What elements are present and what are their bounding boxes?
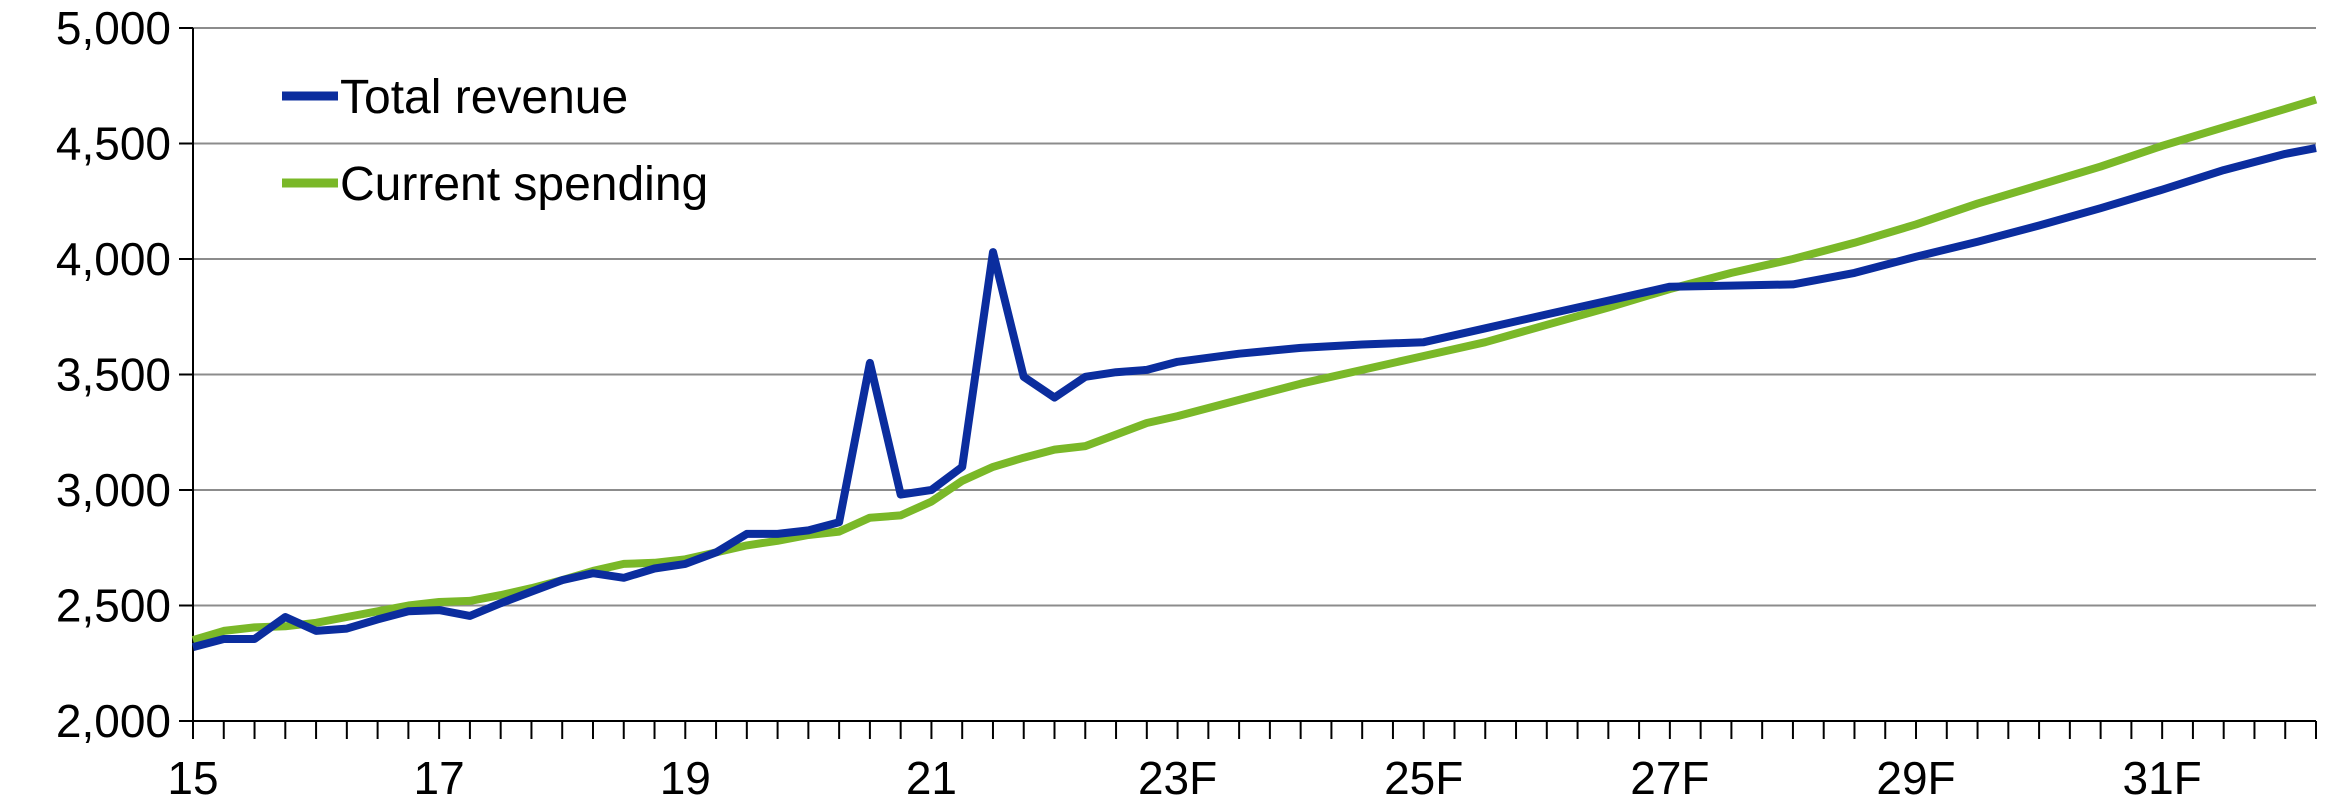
- x-tick-label: 25F: [1384, 752, 1463, 803]
- x-tick-label: 19: [660, 752, 711, 803]
- y-tick-label: 3,500: [56, 349, 171, 401]
- gridlines: [193, 27, 2316, 607]
- series-line-current-spending: [191, 95, 2318, 644]
- legend: Total revenue Current spending: [282, 71, 708, 211]
- y-tick-label: 2,000: [56, 695, 171, 747]
- series-line-total-revenue: [191, 144, 2317, 651]
- axes: 2,000 2,500 3,000 3,500 4,000 4,500 5,000 15 17 1…: [56, 2, 2317, 803]
- y-tick-label: 5,000: [56, 2, 171, 54]
- x-tick-label: 29F: [1876, 752, 1955, 803]
- x-tick-label: 21: [906, 752, 957, 803]
- y-tick-label: 3,000: [56, 464, 171, 516]
- y-tick-label: 2,500: [56, 580, 171, 632]
- legend-label-current-spending: Current spending: [340, 158, 708, 211]
- x-tick-label: 23F: [1138, 752, 1217, 803]
- series-lines: [191, 95, 2318, 651]
- y-tick-label: 4,500: [56, 118, 171, 170]
- x-tick-label: 27F: [1630, 752, 1709, 803]
- x-tick-label: 17: [414, 752, 465, 803]
- legend-label-total-revenue: Total revenue: [340, 71, 628, 124]
- x-tick-label: 31F: [2123, 752, 2202, 803]
- x-tick-label: 15: [167, 752, 218, 803]
- y-tick-label: 4,000: [56, 233, 171, 285]
